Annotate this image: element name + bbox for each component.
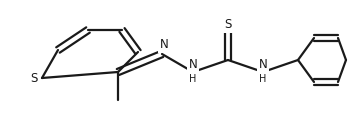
Text: S: S xyxy=(30,72,38,84)
Text: H: H xyxy=(189,74,197,84)
Text: N: N xyxy=(189,58,197,72)
Text: S: S xyxy=(224,19,232,31)
Text: N: N xyxy=(160,39,168,51)
Text: N: N xyxy=(259,58,267,72)
Text: H: H xyxy=(259,74,267,84)
